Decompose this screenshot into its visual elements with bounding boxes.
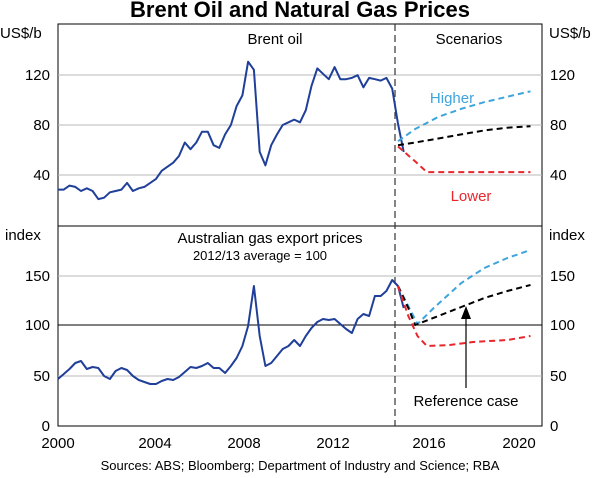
bottom-ytick-right-0: 0 (550, 418, 558, 435)
xtick-2008: 2008 (227, 435, 260, 452)
bottom-ytick-right-50: 50 (550, 368, 567, 385)
xtick-2020: 2020 (502, 435, 535, 452)
top-panel-series (58, 60, 531, 201)
top-ytick-right-120: 120 (550, 67, 575, 84)
bottom-right-unit: index (549, 227, 585, 244)
bottom-ytick-left-50: 50 (33, 368, 50, 385)
label-lower: Lower (451, 188, 492, 205)
xtick-2004: 2004 (138, 435, 171, 452)
bottom-ytick-left-100: 100 (25, 317, 50, 334)
top-ytick-left-40: 40 (33, 167, 50, 184)
xtick-2012: 2012 (316, 435, 349, 452)
top-series-lower (397, 145, 531, 174)
bottom-series-australian-gas-export-prices (57, 279, 405, 385)
reference-case-arrowhead (461, 306, 471, 319)
bottom-series-lower (397, 285, 531, 347)
bottom-left-unit: index (5, 227, 41, 244)
bottom-ytick-right-150: 150 (550, 268, 575, 285)
bottom-series-higher (397, 249, 531, 325)
top-ytick-left-120: 120 (25, 67, 50, 84)
chart-title: Brent Oil and Natural Gas Prices (130, 0, 470, 22)
top-ytick-right-40: 40 (550, 167, 567, 184)
bottom-ytick-left-0: 0 (42, 418, 50, 435)
bottom-panel-series (57, 249, 531, 385)
top-ytick-right-80: 80 (550, 117, 567, 134)
bottom-panel-header-line1: Australian gas export prices (177, 230, 362, 247)
source-note: Sources: ABS; Bloomberg; Department of I… (101, 458, 500, 473)
xtick-2016: 2016 (412, 435, 445, 452)
label-reference-case: Reference case (413, 393, 518, 410)
top-left-unit: US$/b (0, 25, 42, 42)
bottom-ytick-right-100: 100 (550, 317, 575, 334)
top-ytick-left-80: 80 (33, 117, 50, 134)
top-series-reference-case (397, 125, 531, 147)
top-series-higher (397, 90, 531, 143)
top-panel-header-right: Scenarios (436, 31, 503, 48)
top-panel-header-left: Brent oil (247, 31, 302, 48)
top-series-brent-oil (58, 60, 405, 201)
bottom-panel-header-line2: 2012/13 average = 100 (193, 248, 327, 263)
top-right-unit: US$/b (549, 25, 591, 42)
label-higher: Higher (430, 90, 474, 107)
xtick-2000: 2000 (41, 435, 74, 452)
plot-frame (57, 23, 543, 427)
bottom-ytick-left-150: 150 (25, 268, 50, 285)
